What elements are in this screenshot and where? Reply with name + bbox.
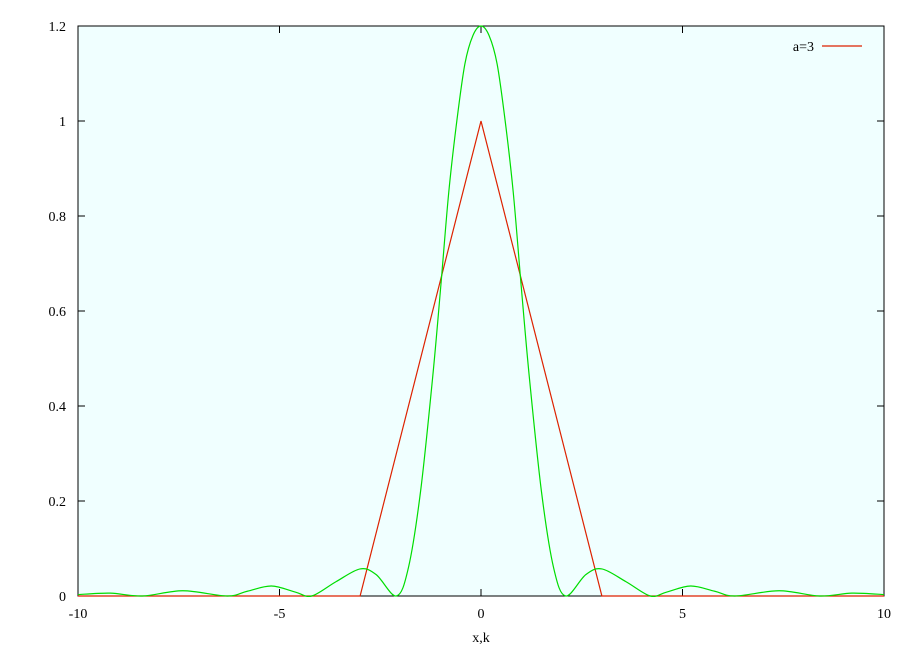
x-tick-label: -5 (274, 607, 286, 622)
y-tick-label: 0.8 (49, 210, 67, 225)
legend-label: a=3 (793, 40, 814, 55)
plot-area (77, 25, 885, 597)
y-tick-label: 1 (59, 115, 66, 130)
x-tick-label: 5 (679, 607, 686, 622)
y-tick-label: 0.4 (49, 400, 67, 415)
y-tick-label: 1.2 (49, 20, 67, 35)
series-group (77, 25, 885, 598)
x-tick-label: 0 (478, 607, 485, 622)
axis-ticks: -10 -5 0 5 10 0 0.2 0.4 0.6 0.8 1 1.2 (49, 20, 892, 622)
y-tick-label: 0 (59, 590, 66, 605)
series-line-a3 (78, 120, 884, 597)
y-tick-label: 0.2 (49, 495, 67, 510)
series-line-green (77, 25, 885, 598)
legend: a=3 (793, 40, 862, 55)
y-tick-label: 0.6 (49, 305, 67, 320)
x-tick-label: 10 (877, 607, 891, 622)
x-tick-label: -10 (69, 607, 88, 622)
x-axis-label: x,k (472, 631, 490, 646)
